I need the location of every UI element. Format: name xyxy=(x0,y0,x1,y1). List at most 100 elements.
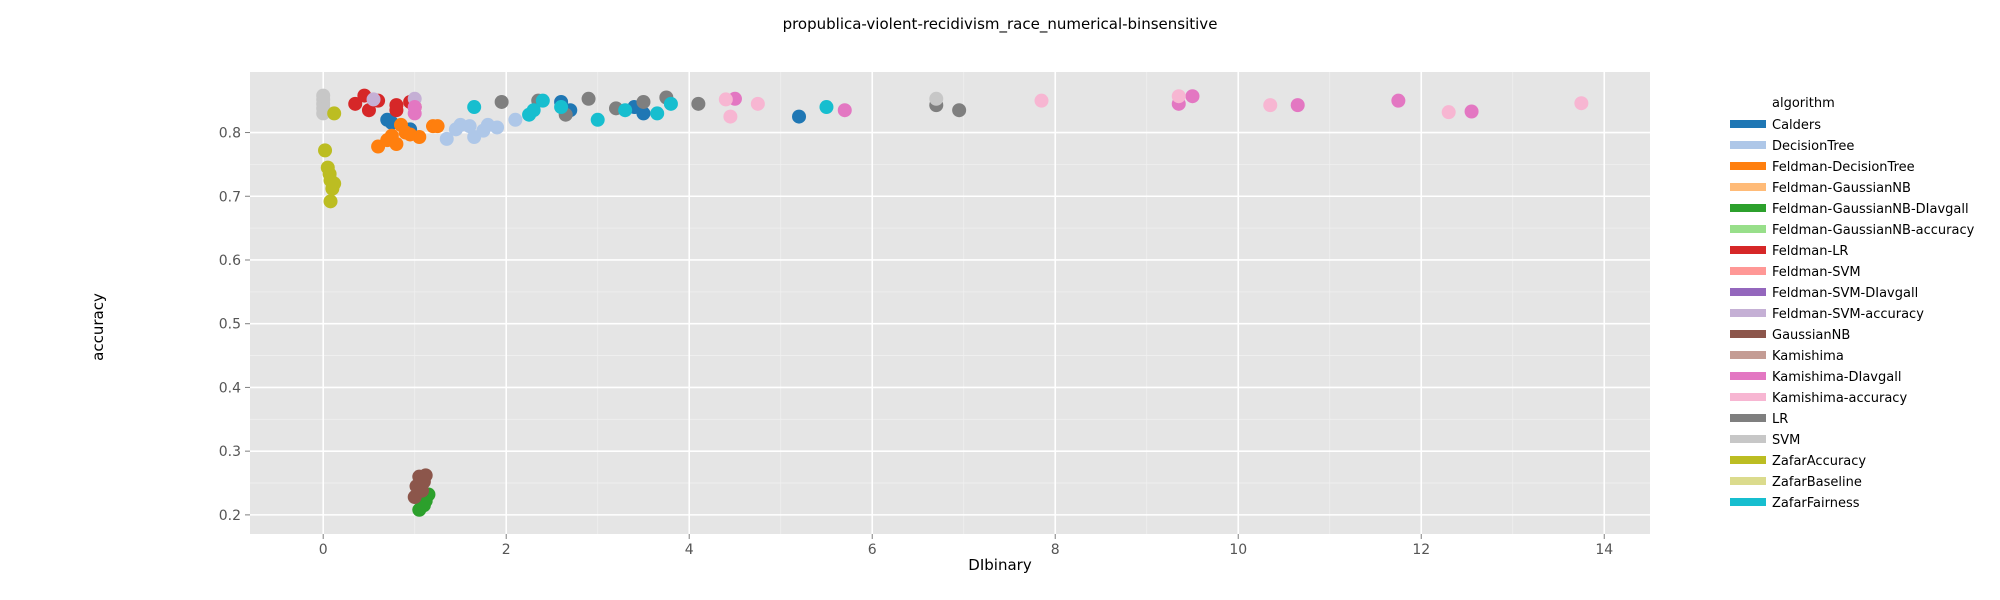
data-point xyxy=(650,106,665,121)
data-point xyxy=(590,112,605,127)
data-point xyxy=(366,92,381,107)
data-point xyxy=(1441,105,1456,120)
y-tick-label: 0.4 xyxy=(219,380,241,396)
data-point xyxy=(348,96,363,111)
legend-entry: Feldman-LR xyxy=(1772,244,1848,259)
data-point xyxy=(327,176,342,191)
data-point xyxy=(1464,104,1479,119)
data-point xyxy=(323,194,338,209)
legend-entry: Kamishima xyxy=(1772,349,1844,364)
data-point xyxy=(462,119,477,134)
y-tick-label: 0.8 xyxy=(219,126,241,142)
data-point xyxy=(526,103,541,118)
legend-entry: SVM xyxy=(1772,433,1800,448)
legend-swatch xyxy=(1730,372,1766,380)
data-point xyxy=(418,468,433,483)
data-point xyxy=(412,129,427,144)
x-tick-label: 2 xyxy=(502,542,511,558)
y-tick-label: 0.6 xyxy=(219,253,241,269)
y-axis-label: accuracy xyxy=(89,293,107,361)
x-tick-label: 12 xyxy=(1412,542,1430,558)
legend-title: algorithm xyxy=(1772,96,1835,111)
legend-entry: Feldman-SVM-accuracy xyxy=(1772,307,1924,322)
legend-entry: Feldman-GaussianNB xyxy=(1772,181,1911,196)
data-point xyxy=(837,103,852,118)
data-point xyxy=(819,100,834,115)
legend: algorithm Calders DecisionTree Feldman-Dec… xyxy=(1730,96,1975,511)
data-point xyxy=(636,106,651,121)
data-point xyxy=(718,92,733,107)
x-axis-label: DIbinary xyxy=(968,556,1032,574)
y-tick-label: 0.3 xyxy=(219,444,241,460)
data-point xyxy=(1391,93,1406,108)
data-point xyxy=(554,100,569,115)
legend-swatch xyxy=(1730,267,1766,275)
data-point xyxy=(723,109,738,124)
data-point xyxy=(691,96,706,111)
legend-swatch xyxy=(1730,498,1766,506)
y-tick-label: 0.2 xyxy=(219,508,241,524)
data-point xyxy=(663,96,678,111)
x-tick-label: 4 xyxy=(685,542,694,558)
legend-entry: ZafarAccuracy xyxy=(1772,454,1866,469)
data-point xyxy=(581,91,596,106)
legend-swatch xyxy=(1730,120,1766,128)
legend-swatch xyxy=(1730,330,1766,338)
data-point xyxy=(1290,98,1305,113)
y-tick-label: 0.7 xyxy=(219,189,241,205)
grid-lines xyxy=(250,72,1650,534)
data-point xyxy=(535,93,550,108)
legend-entry: Feldman-DecisionTree xyxy=(1772,160,1915,175)
data-point xyxy=(327,106,342,121)
data-point xyxy=(1574,96,1589,111)
legend-swatch xyxy=(1730,183,1766,191)
legend-swatch xyxy=(1730,456,1766,464)
legend-entry: DecisionTree xyxy=(1772,139,1854,154)
legend-entry: Feldman-GaussianNB-DIavgall xyxy=(1772,202,1969,217)
legend-swatch xyxy=(1730,351,1766,359)
data-point xyxy=(361,103,376,118)
data-point xyxy=(1034,93,1049,108)
x-tick-label: 10 xyxy=(1229,542,1247,558)
legend-swatch xyxy=(1730,225,1766,233)
legend-swatch xyxy=(1730,435,1766,443)
legend-entry: Feldman-GaussianNB-accuracy xyxy=(1772,223,1975,238)
legend-swatch xyxy=(1730,414,1766,422)
data-point xyxy=(439,131,454,146)
data-point xyxy=(636,94,651,109)
data-point xyxy=(407,100,422,115)
legend-swatch xyxy=(1730,246,1766,254)
legend-swatch xyxy=(1730,309,1766,317)
plot-panel xyxy=(250,72,1650,534)
data-point xyxy=(952,103,967,118)
data-point xyxy=(750,96,765,111)
data-point xyxy=(467,100,482,115)
data-point xyxy=(792,109,807,124)
data-point xyxy=(1171,89,1186,104)
data-point xyxy=(318,143,333,158)
legend-entry: Feldman-SVM-DIavgall xyxy=(1772,286,1918,301)
legend-swatch xyxy=(1730,162,1766,170)
data-point xyxy=(618,103,633,118)
x-tick-label: 14 xyxy=(1595,542,1613,558)
data-point xyxy=(430,119,445,134)
legend-swatch xyxy=(1730,141,1766,149)
legend-entry: ZafarFairness xyxy=(1772,496,1860,511)
data-point xyxy=(1185,89,1200,104)
legend-swatch xyxy=(1730,393,1766,401)
chart-title: propublica-violent-recidivism_race_numer… xyxy=(783,15,1218,34)
data-point xyxy=(508,112,523,127)
legend-swatch xyxy=(1730,204,1766,212)
data-point xyxy=(494,94,509,109)
legend-swatch xyxy=(1730,288,1766,296)
data-points xyxy=(316,88,1589,517)
legend-entry: LR xyxy=(1772,412,1788,427)
data-point xyxy=(389,103,404,118)
legend-entry: Feldman-SVM xyxy=(1772,265,1861,280)
x-tick-label: 6 xyxy=(868,542,877,558)
data-point xyxy=(929,91,944,106)
data-point xyxy=(1263,98,1278,113)
y-tick-label: 0.5 xyxy=(219,317,241,333)
x-tick-label: 8 xyxy=(1051,542,1060,558)
